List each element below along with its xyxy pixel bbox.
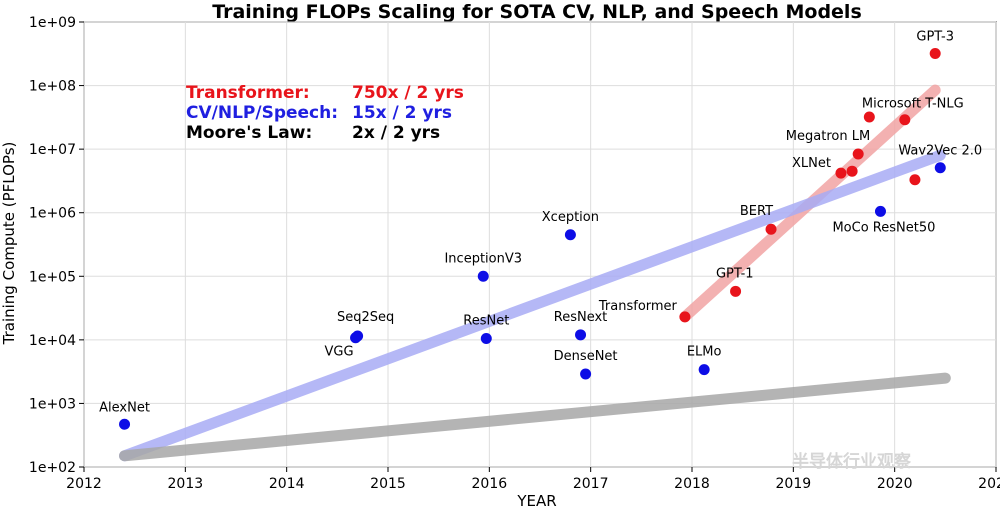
data-point — [679, 311, 691, 323]
point-label: MoCo ResNet50 — [832, 220, 935, 235]
data-point — [350, 332, 362, 344]
trend-lines — [119, 84, 951, 462]
legend-rate: 2x / 2 yrs — [352, 123, 440, 143]
data-point — [874, 205, 886, 217]
point-label: Microsoft T-NLG — [862, 97, 964, 112]
x-axis-label: YEAR — [516, 492, 556, 510]
data-point — [477, 270, 489, 282]
x-tick-label: 2016 — [472, 476, 508, 492]
point-label: Xception — [542, 210, 599, 225]
data-point — [852, 148, 864, 160]
legend-rate: 750x / 2 yrs — [352, 83, 464, 103]
point-label: BERT — [740, 204, 773, 219]
legend-rate: 15x / 2 yrs — [352, 103, 452, 123]
y-tick-label: 1e+09 — [29, 15, 76, 31]
trend-line — [119, 372, 951, 462]
x-axis: 2012 2013 2014 2015 2016 2017 2018 2019 2020 2021 — [66, 467, 1000, 492]
x-tick-label: 2021 — [978, 476, 1000, 492]
data-point — [730, 285, 742, 297]
point-label: InceptionV3 — [444, 251, 522, 266]
data-point — [934, 162, 946, 174]
legend-name: CV/NLP/Speech: — [186, 103, 338, 123]
x-tick-label: 2012 — [66, 476, 102, 492]
data-point — [929, 47, 941, 59]
legend: Transformer: 750x / 2 yrs CV/NLP/Speech: 15… — [186, 83, 464, 143]
x-tick-label: 2013 — [168, 476, 204, 492]
data-point — [698, 364, 710, 376]
data-point — [564, 229, 576, 241]
point-label: GPT-1 — [716, 266, 754, 281]
y-tick-label: 1e+05 — [29, 269, 76, 285]
legend-name: Moore's Law: — [186, 123, 312, 143]
data-point — [846, 165, 858, 177]
trend-line — [119, 149, 946, 462]
point-label: XLNet — [792, 156, 831, 171]
point-label: ResNext — [554, 310, 608, 325]
chart-title: Training FLOPs Scaling for SOTA CV, NLP,… — [212, 1, 862, 23]
data-point — [480, 333, 492, 345]
data-point — [765, 223, 777, 235]
y-tick-label: 1e+07 — [29, 142, 76, 158]
point-label: DenseNet — [554, 349, 618, 364]
point-label: Megatron LM — [786, 129, 870, 144]
y-tick-label: 1e+02 — [29, 460, 76, 476]
data-point — [835, 167, 847, 179]
grid — [83, 21, 997, 468]
data-points — [119, 47, 946, 430]
plot-area: Transformer GPT-1 BERT XLNet Megatron LM Micr… — [83, 21, 997, 468]
x-tick-label: 2018 — [674, 476, 710, 492]
y-tick-label: 1e+03 — [29, 396, 76, 412]
legend-name: Transformer: — [186, 83, 310, 103]
point-label: Transformer — [598, 299, 678, 314]
data-point — [575, 329, 587, 341]
data-point — [909, 174, 921, 186]
point-label: VGG — [325, 345, 354, 360]
point-label: GPT-3 — [916, 29, 954, 44]
data-point — [863, 111, 875, 123]
y-axis-label: Training Compute (PFLOPs) — [0, 142, 18, 346]
point-label: Wav2Vec 2.0 — [898, 144, 982, 159]
point-label: ResNet — [463, 314, 509, 329]
y-tick-label: 1e+08 — [29, 79, 76, 95]
x-tick-label: 2020 — [877, 476, 913, 492]
y-axis: 1e+02 1e+03 1e+04 1e+05 1e+06 1e+07 1e+08 1e+09 — [29, 15, 84, 476]
x-tick-label: 2014 — [269, 476, 305, 492]
data-point — [119, 418, 131, 430]
data-point — [899, 114, 911, 126]
y-tick-label: 1e+06 — [29, 206, 76, 222]
x-tick-label: 2015 — [370, 476, 406, 492]
x-tick-label: 2017 — [573, 476, 609, 492]
watermark: 半导体行业观察 — [792, 451, 912, 472]
data-point — [580, 368, 592, 380]
point-labels: Transformer GPT-1 BERT XLNet Megatron LM Micr… — [99, 29, 982, 415]
x-tick-label: 2019 — [776, 476, 812, 492]
point-label: AlexNet — [99, 400, 150, 415]
point-label: ELMo — [687, 345, 722, 360]
y-tick-label: 1e+04 — [29, 333, 76, 349]
point-label: Seq2Seq — [337, 310, 394, 325]
